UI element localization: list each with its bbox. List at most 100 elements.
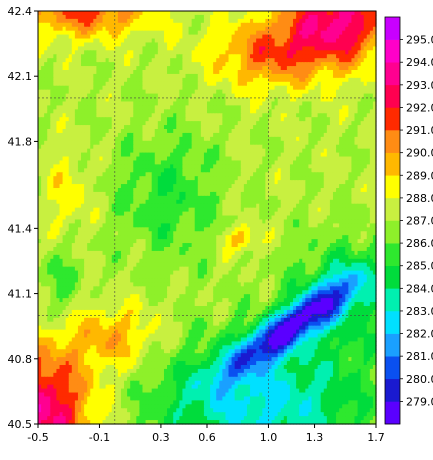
heatmap-cell — [357, 73, 362, 79]
heatmap-cell — [305, 42, 309, 47]
heatmap-cell — [105, 85, 110, 91]
heatmap-cell — [268, 132, 273, 138]
heatmap-cell — [336, 93, 340, 99]
heatmap-cell — [59, 66, 64, 71]
heatmap-cell — [124, 18, 128, 24]
heatmap-cell — [120, 73, 125, 79]
heatmap-cell — [293, 125, 297, 130]
heatmap-cell — [38, 93, 42, 99]
heatmap-cell — [130, 66, 134, 71]
heatmap-cell — [246, 89, 251, 95]
heatmap-cell — [182, 85, 187, 91]
heatmap-cell — [142, 30, 147, 36]
heatmap-cell — [234, 136, 239, 142]
heatmap-cell — [59, 30, 64, 36]
heatmap-cell — [332, 152, 337, 158]
heatmap-cell — [167, 30, 171, 36]
heatmap-cell — [111, 176, 116, 181]
heatmap-cell — [246, 168, 251, 173]
heatmap-cell — [179, 101, 184, 106]
heatmap-cell — [96, 129, 101, 134]
heatmap-cell — [71, 97, 76, 103]
heatmap-cell — [133, 160, 137, 165]
heatmap-cell — [41, 101, 45, 106]
heatmap-cell — [127, 117, 131, 122]
heatmap-cell — [117, 129, 122, 134]
heatmap-cell — [170, 93, 174, 99]
heatmap-cell — [176, 70, 180, 75]
heatmap-cell — [283, 160, 288, 165]
heatmap-cell — [274, 62, 279, 67]
heatmap-cell — [225, 85, 230, 91]
heatmap-cell — [154, 30, 159, 36]
heatmap-cell — [283, 105, 288, 110]
heatmap-cell — [305, 73, 309, 79]
heatmap-cell — [216, 164, 220, 169]
heatmap-cell — [47, 156, 51, 162]
heatmap-cell — [176, 62, 180, 67]
heatmap-cell — [96, 164, 101, 169]
heatmap-cell — [271, 50, 276, 55]
heatmap-cell — [87, 26, 91, 32]
heatmap-cell — [105, 148, 110, 154]
heatmap-cell — [213, 66, 217, 71]
heatmap-cell — [114, 188, 119, 193]
heatmap-cell — [81, 50, 85, 55]
heatmap-cell — [293, 89, 297, 95]
heatmap-cell — [124, 73, 128, 79]
heatmap-cell — [148, 156, 153, 162]
heatmap-cell — [283, 42, 288, 47]
heatmap-cell — [354, 125, 359, 130]
heatmap-cell — [194, 152, 199, 158]
heatmap-cell — [216, 62, 220, 67]
heatmap-cell — [280, 113, 285, 118]
heatmap-cell — [305, 85, 309, 91]
heatmap-cell — [203, 101, 208, 106]
heatmap-cell — [219, 152, 223, 158]
heatmap-cell — [339, 160, 343, 165]
heatmap-cell — [99, 117, 104, 122]
heatmap-cell — [139, 176, 144, 181]
heatmap-cell — [210, 117, 214, 122]
heatmap-cell — [56, 58, 61, 63]
heatmap-cell — [124, 66, 128, 71]
heatmap-cell — [243, 58, 248, 63]
heatmap-cell — [228, 77, 233, 83]
heatmap-cell — [339, 113, 343, 118]
heatmap-cell — [160, 188, 165, 193]
heatmap-cell — [41, 70, 45, 75]
heatmap-cell — [157, 22, 162, 28]
heatmap-cell — [293, 117, 297, 122]
heatmap-cell — [56, 42, 61, 47]
heatmap-cell — [256, 152, 260, 158]
heatmap-cell — [179, 136, 184, 142]
heatmap-cell — [90, 70, 94, 75]
heatmap-cell — [308, 38, 313, 44]
heatmap-cell — [56, 148, 61, 154]
heatmap-cell — [127, 38, 131, 44]
heatmap-cell — [130, 121, 134, 126]
heatmap-cell — [145, 30, 150, 36]
heatmap-cell — [145, 54, 150, 59]
heatmap-cell — [311, 89, 316, 95]
heatmap-cell — [317, 125, 322, 130]
heatmap-cell — [139, 172, 144, 177]
heatmap-cell — [151, 132, 156, 138]
heatmap-cell — [99, 42, 104, 47]
heatmap-cell — [357, 156, 362, 162]
heatmap-cell — [219, 50, 223, 55]
heatmap-cell — [167, 58, 171, 63]
heatmap-cell — [351, 30, 356, 36]
heatmap-cell — [77, 93, 82, 99]
heatmap-cell — [105, 113, 110, 118]
heatmap-cell — [296, 30, 300, 36]
heatmap-cell — [265, 109, 270, 114]
heatmap-cell — [93, 164, 97, 169]
heatmap-cell — [203, 160, 208, 165]
heatmap-cell — [262, 34, 266, 40]
heatmap-cell — [65, 50, 70, 55]
heatmap-cell — [81, 42, 85, 47]
heatmap-cell — [38, 73, 42, 79]
heatmap-cell — [329, 136, 334, 142]
